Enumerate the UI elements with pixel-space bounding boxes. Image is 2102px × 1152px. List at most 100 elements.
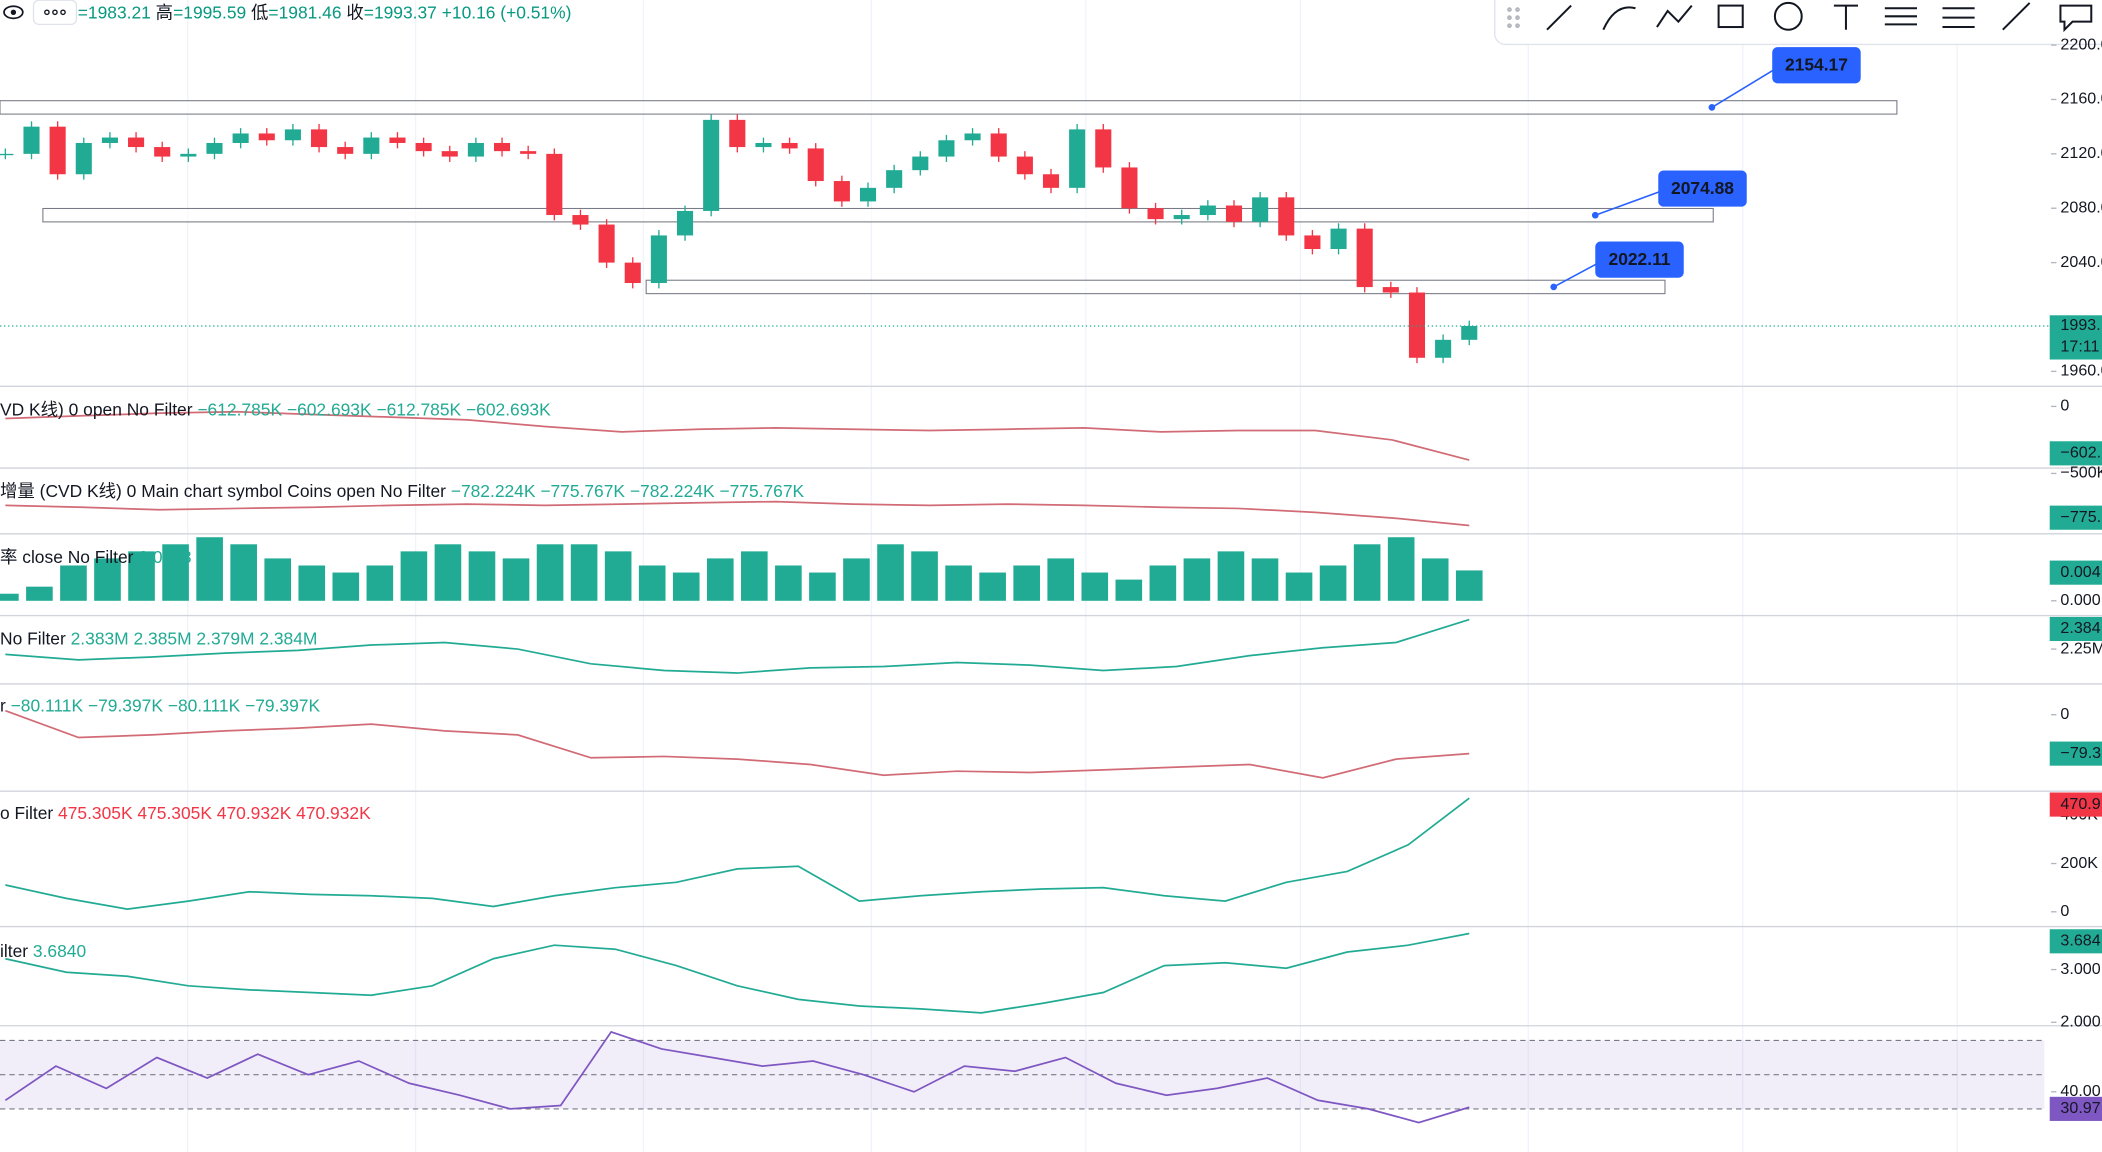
bar: [1455, 570, 1483, 601]
candle-body: [807, 148, 824, 182]
bar: [400, 551, 428, 601]
bar: [230, 544, 257, 601]
candle-body: [912, 156, 929, 171]
tool-fib[interactable]: [1884, 7, 1918, 26]
callout-box: [1658, 170, 1747, 207]
legend-value: 0.0043: [138, 547, 191, 567]
y-tick-label: 2080.00: [2060, 198, 2102, 216]
callout-anchor: [1708, 104, 1716, 111]
last-value-label: 0.004: [2060, 563, 2100, 581]
legend-value: 2.384M: [259, 628, 317, 648]
candle-body: [964, 133, 981, 141]
legend-value: 2.379M: [196, 628, 254, 648]
price-label: 1993.: [2060, 316, 2100, 334]
callout-line: [1711, 65, 1781, 109]
candle-body: [284, 129, 301, 141]
y-tick-label: 200K: [2060, 854, 2098, 872]
series-line: [5, 410, 1470, 461]
last-value-box: [2049, 1096, 2102, 1121]
bar: [979, 572, 1006, 601]
header-icons[interactable]: [3, 0, 78, 26]
ohlc-label: 高: [156, 2, 173, 22]
bar: [1387, 537, 1415, 601]
legend-value: 470.932K: [296, 803, 371, 823]
candle-body: [1095, 129, 1112, 168]
bar: [638, 565, 666, 601]
ohlc-value: =1981.46: [268, 2, 341, 22]
callout-box: [1595, 241, 1684, 278]
ohlc-value: +10.16 (+0.51%): [442, 2, 572, 22]
bar: [706, 558, 734, 601]
bar: [809, 572, 836, 601]
bar: [298, 565, 326, 601]
candle-body: [859, 187, 877, 202]
series-line: [5, 500, 1470, 527]
last-value-box: [2049, 441, 2102, 466]
tool-circle[interactable]: [1773, 1, 1803, 31]
legend-name: VD K线) 0 open No Filter: [0, 399, 193, 419]
last-value-label: −602.: [2060, 444, 2101, 462]
legend-name: 率 close No Filter: [0, 547, 134, 567]
bar: [196, 537, 223, 601]
callout-label: 2022.11: [1609, 249, 1671, 269]
tool-pattern[interactable]: [1656, 4, 1693, 28]
legend-value: −782.224K: [630, 481, 715, 501]
candle-body: [703, 119, 720, 211]
callout-label: 2074.88: [1671, 178, 1734, 198]
candle-body: [1225, 205, 1243, 222]
candle-body: [1147, 208, 1164, 220]
bar: [1115, 579, 1143, 601]
price-zone: [0, 100, 1898, 115]
tool-rectangle[interactable]: [1717, 4, 1744, 29]
y-tick-label: 2040.00: [2060, 253, 2102, 271]
candle-body: [1435, 339, 1452, 358]
candle-body: [1121, 167, 1138, 209]
candle-body: [311, 129, 328, 148]
bar: [843, 558, 870, 601]
candle-body: [1016, 156, 1033, 175]
pane-legend: VD K线) 0 open No Filter −612.785K −602.6…: [0, 399, 551, 419]
legend-value: −602.693K: [287, 399, 372, 419]
tool-measure[interactable]: [2002, 2, 2031, 31]
pane-legend: ilter 3.6840: [0, 941, 86, 961]
bar: [1013, 565, 1040, 601]
candle-body: [23, 126, 40, 154]
bar: [94, 558, 121, 601]
callout-line: [1553, 259, 1604, 288]
price-label-box: [2049, 315, 2102, 360]
ohlc-value: =1993.37: [364, 2, 437, 22]
tool-text[interactable]: [1833, 4, 1859, 30]
bar: [1183, 558, 1211, 601]
legend-value: 2.385M: [134, 628, 192, 648]
legend-name: o Filter: [0, 803, 53, 823]
candle-body: [833, 181, 850, 202]
callout-box: [1772, 47, 1861, 84]
ohlc-value: =1983.21: [78, 2, 151, 22]
candle-body: [520, 151, 537, 154]
tool-gann[interactable]: [1942, 7, 1975, 29]
series-line: [5, 709, 1470, 779]
tool-trend-line[interactable]: [1546, 4, 1572, 31]
candle-body: [990, 133, 1007, 157]
legend-value: 2.383M: [71, 628, 129, 648]
candle-body: [1330, 228, 1347, 250]
pane-legend: r −80.111K −79.397K −80.111K −79.397K: [0, 695, 320, 715]
candle-body: [415, 142, 432, 152]
ohlc-label: 低: [251, 2, 268, 22]
legend-value: −775.767K: [719, 481, 804, 501]
candle-body: [493, 142, 511, 152]
legend-value: −612.785K: [376, 399, 461, 419]
candle-body: [467, 142, 484, 157]
candle-body: [0, 153, 14, 156]
tool-note[interactable]: [2059, 4, 2093, 33]
candle-body: [598, 224, 615, 263]
tool-brush[interactable]: [1602, 6, 1636, 31]
candle-body: [101, 137, 118, 143]
candle-body: [546, 153, 563, 216]
y-tick-label: 3.000: [2060, 960, 2100, 978]
pane-legend: 率 close No Filter 0.0043: [0, 547, 192, 567]
bar: [1319, 565, 1347, 601]
legend-value: −775.767K: [540, 481, 625, 501]
legend-value: −782.224K: [451, 481, 536, 501]
